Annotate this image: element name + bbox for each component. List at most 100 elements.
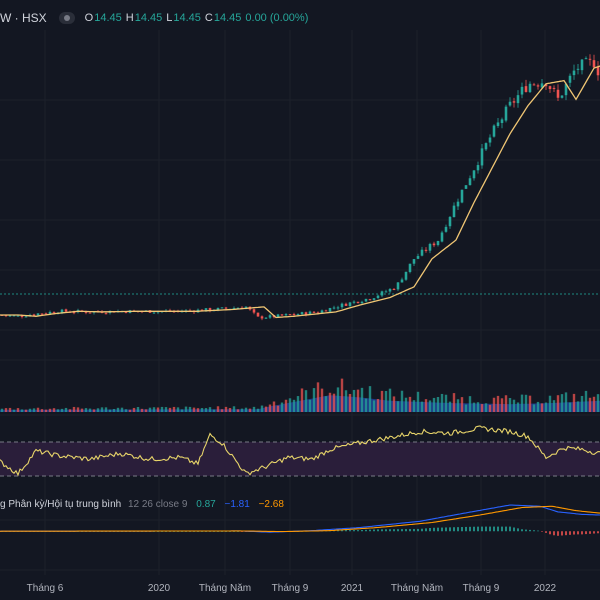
candle-body (512, 101, 516, 103)
candle-body (312, 311, 316, 313)
volume-bar (464, 404, 468, 412)
volume-bar (556, 395, 560, 412)
volume-bar (4, 408, 8, 412)
macd-histogram-bar (461, 527, 463, 532)
volume-bar (128, 409, 132, 412)
candle-body (264, 317, 268, 319)
macd-histogram-bar (577, 531, 579, 535)
volume-bar (420, 401, 424, 412)
volume-bar (404, 397, 408, 412)
candle-body (344, 303, 348, 306)
volume-bar (208, 407, 212, 412)
volume-bar (528, 395, 532, 412)
volume-bar (132, 407, 136, 412)
volume-bar (536, 401, 540, 412)
volume-bar (192, 407, 196, 412)
candle-body (216, 307, 220, 311)
volume-bar (308, 399, 312, 412)
volume-bar (560, 394, 564, 412)
volume-bar (84, 408, 88, 412)
candle-body (20, 315, 24, 317)
volume-bar (396, 401, 400, 412)
volume-bar (100, 407, 104, 412)
candle-body (528, 83, 532, 93)
macd-histogram-bar (389, 529, 391, 532)
candle-body (52, 312, 56, 314)
macd-histogram-bar (541, 531, 543, 532)
candle-body (276, 314, 280, 318)
rsi-line (0, 425, 600, 477)
candle-body (72, 312, 76, 314)
candle-body (32, 314, 36, 316)
candle-body (500, 119, 504, 124)
macd-histogram-bar (597, 531, 599, 534)
candle-body (256, 312, 260, 317)
macd-histogram-bar (393, 529, 395, 532)
volume-bar (448, 401, 452, 412)
volume-bar (188, 406, 192, 412)
macd-histogram-bar (353, 530, 355, 532)
macd-histogram-bar (549, 531, 551, 535)
candle-body (204, 308, 208, 312)
volume-bar (352, 389, 356, 412)
volume-bar (264, 406, 268, 412)
macd-histogram-bar (421, 528, 423, 532)
volume-bar (508, 398, 512, 412)
volume-bar (148, 407, 152, 412)
visibility-icon[interactable] (58, 12, 75, 24)
volume-bar (504, 395, 508, 412)
volume-bar (332, 393, 336, 412)
volume-bar (224, 406, 228, 412)
volume-bar (480, 404, 484, 412)
macd-histogram-bar (465, 526, 467, 532)
volume-bar (288, 398, 292, 412)
open-key: O (84, 12, 94, 24)
macd-histogram-bar (337, 530, 339, 532)
macd-legend[interactable]: g Phân kỳ/Hội tụ trung bình 12 26 close … (0, 499, 284, 510)
volume-bar (12, 409, 16, 412)
candle-body (476, 165, 480, 171)
candle-body (24, 316, 28, 318)
volume-bar (564, 392, 568, 412)
volume-bar (152, 407, 156, 412)
macd-histogram-bar (505, 526, 507, 532)
grid-lines (0, 30, 600, 575)
volume-bar (520, 394, 524, 412)
volume-bar (240, 408, 244, 412)
candle-body (548, 86, 552, 90)
macd-histogram-bar (517, 528, 519, 532)
volume-bar (76, 407, 80, 412)
candle-body (368, 299, 372, 301)
macd-histogram-bar (445, 527, 447, 532)
symbol-legend: W · HSX O 14.45 H 14.45 L 14.45 C 14.45 0.00… (0, 8, 312, 28)
candle-body (440, 232, 444, 242)
volume-bar (300, 388, 304, 412)
macd-histogram-bar (385, 529, 387, 532)
candle-body (508, 101, 512, 106)
volume-bar (376, 399, 380, 412)
time-axis-label: Tháng 6 (26, 583, 64, 594)
volume-bar (364, 398, 368, 412)
symbol-name[interactable]: W · HSX (0, 11, 47, 25)
volume-bar (40, 409, 44, 412)
volume-bar (544, 402, 548, 412)
candle-body (496, 122, 500, 126)
candle-body (8, 315, 12, 317)
macd-histogram-bar (429, 527, 431, 532)
volume-bar (568, 402, 572, 412)
volume-bar (392, 396, 396, 412)
volume-bar (356, 389, 360, 412)
volume-bar (256, 408, 260, 412)
high-key: H (125, 12, 134, 24)
volume-bar (456, 399, 460, 412)
volume-bar (220, 409, 224, 412)
candle-body (84, 311, 88, 313)
macd-histogram-bar (521, 529, 523, 532)
volume-bar (92, 409, 96, 412)
volume-bar (540, 403, 544, 412)
candle-body (564, 83, 568, 96)
macd-histogram-bar (413, 528, 415, 532)
macd-histogram-bar (449, 527, 451, 532)
candle-body (104, 313, 108, 315)
